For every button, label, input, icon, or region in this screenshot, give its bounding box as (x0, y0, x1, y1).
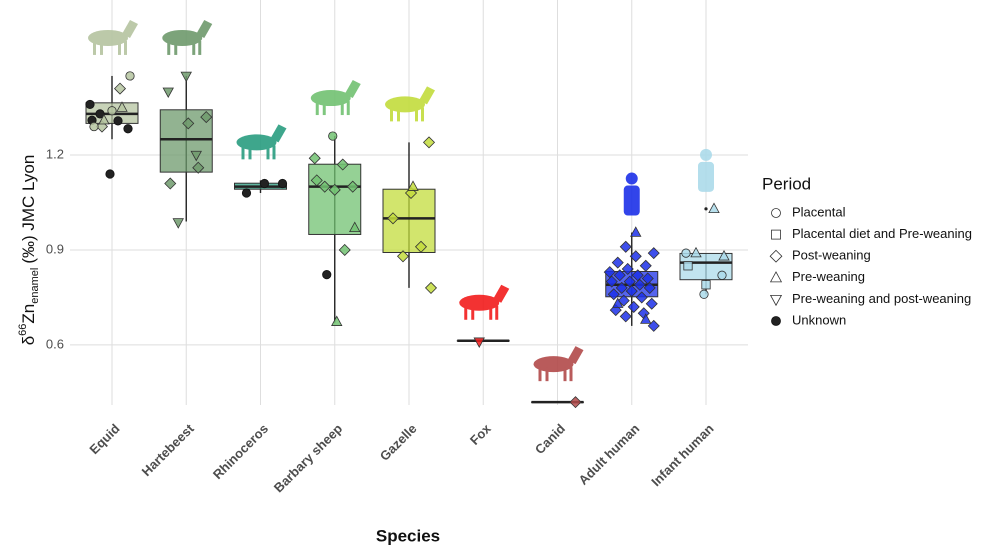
point (702, 281, 710, 289)
point (684, 262, 692, 270)
y-tick-label: 1.2 (46, 146, 64, 161)
silhouette-leg (93, 41, 96, 55)
legend-label: Post-weaning (792, 248, 871, 263)
silhouette-leg (323, 101, 326, 115)
y-title-part: (‰) JMC Lyon (19, 155, 38, 264)
point (323, 270, 331, 278)
point (700, 290, 708, 298)
silhouette-leg (124, 41, 127, 55)
legend-label: Placental (792, 204, 846, 219)
point (772, 317, 781, 326)
y-title-part: 66 (17, 324, 29, 336)
legend-label: Placental diet and Pre-weaning (792, 226, 972, 241)
point (124, 125, 132, 133)
y-tick-label: 0.6 (46, 336, 64, 351)
silhouette-leg (539, 367, 542, 381)
silhouette-body (698, 162, 714, 192)
point (772, 209, 781, 218)
point (90, 122, 98, 130)
silhouette-leg (546, 367, 549, 381)
silhouette-leg (341, 101, 344, 115)
y-title-part: Zn (19, 304, 38, 324)
y-tick-label: 0.9 (46, 241, 64, 256)
silhouette-body (624, 186, 640, 216)
silhouette (698, 149, 714, 192)
silhouette (624, 173, 640, 216)
silhouette-leg (118, 41, 121, 55)
silhouette-leg (100, 41, 103, 55)
point (329, 132, 337, 140)
silhouette-leg (415, 107, 418, 121)
silhouette-leg (192, 41, 195, 55)
y-axis-title: δ66Znenamel (‰) JMC Lyon (17, 155, 41, 346)
silhouette-leg (397, 107, 400, 121)
point (260, 179, 268, 187)
silhouette-leg (174, 41, 177, 55)
legend-title: Period (762, 174, 811, 193)
silhouette-leg (267, 145, 270, 159)
point (114, 117, 122, 125)
point (108, 107, 116, 115)
point (682, 249, 690, 257)
silhouette-leg (316, 101, 319, 115)
legend-label: Pre-weaning and post-weaning (792, 291, 971, 306)
silhouette-leg (273, 145, 276, 159)
legend-label: Unknown (792, 312, 846, 327)
point (86, 100, 94, 108)
silhouette-leg (495, 306, 498, 320)
silhouette-leg (471, 306, 474, 320)
silhouette-leg (564, 367, 567, 381)
point (278, 179, 286, 187)
y-title-part: enamel (29, 268, 41, 304)
point (772, 230, 781, 239)
silhouette-leg (464, 306, 467, 320)
silhouette-leg (249, 145, 252, 159)
silhouette-leg (390, 107, 393, 121)
legend-label: Pre-weaning (792, 269, 865, 284)
silhouette-leg (489, 306, 492, 320)
silhouette-head (626, 173, 638, 185)
y-title-part: δ (19, 336, 38, 345)
silhouette-leg (421, 107, 424, 121)
silhouette-leg (167, 41, 170, 55)
silhouette-head (700, 149, 712, 161)
point (126, 72, 134, 80)
x-axis-title: Species (376, 526, 440, 545)
silhouette-leg (570, 367, 573, 381)
point (242, 189, 250, 197)
silhouette-leg (242, 145, 245, 159)
silhouette-leg (347, 101, 350, 115)
silhouette-leg (198, 41, 201, 55)
point (718, 271, 726, 279)
point (106, 170, 114, 178)
outlier (704, 207, 707, 210)
